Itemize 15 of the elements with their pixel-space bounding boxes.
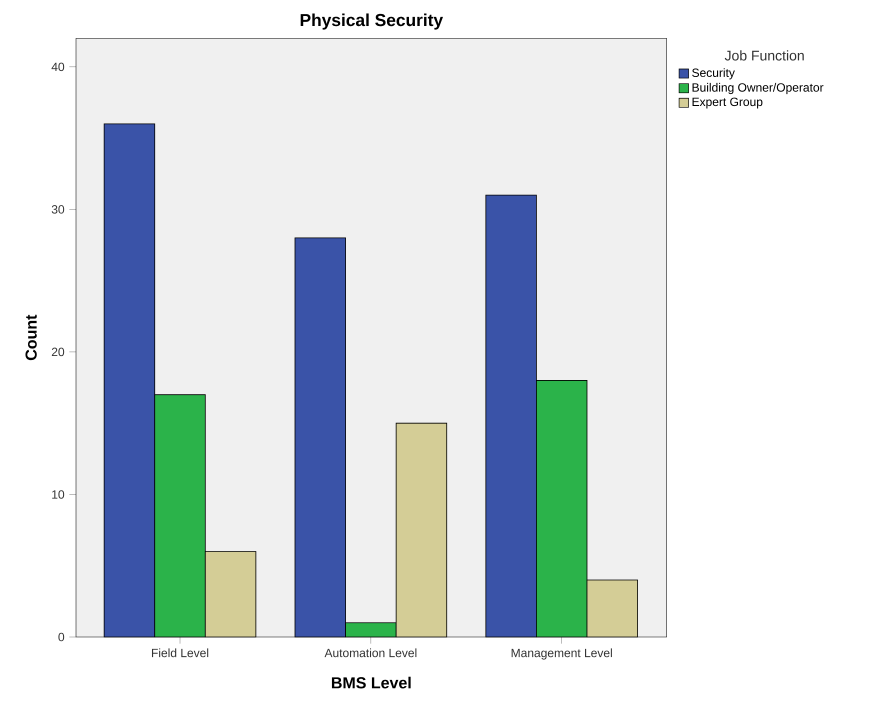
x-axis-title: BMS Level <box>332 676 411 688</box>
y-axis-title: Count <box>25 314 37 360</box>
y-tick-label: 40 <box>52 62 64 72</box>
y-tick-label: 10 <box>52 490 64 499</box>
legend-title: Job Function <box>724 50 804 61</box>
legend-label: Expert Group <box>692 98 762 108</box>
y-tick-label: 20 <box>52 348 64 356</box>
x-tick-label: Automation Level <box>324 648 416 658</box>
legend-label: Building Owner/Operator <box>692 82 824 94</box>
chart-title: Physical Security <box>300 13 444 30</box>
legend-label: Security <box>692 68 735 80</box>
y-tick-label: 0 <box>58 632 64 642</box>
y-tick-label: 30 <box>52 205 64 214</box>
x-tick-label: Field Level <box>152 648 208 658</box>
x-tick-label: Management Level <box>512 648 612 660</box>
